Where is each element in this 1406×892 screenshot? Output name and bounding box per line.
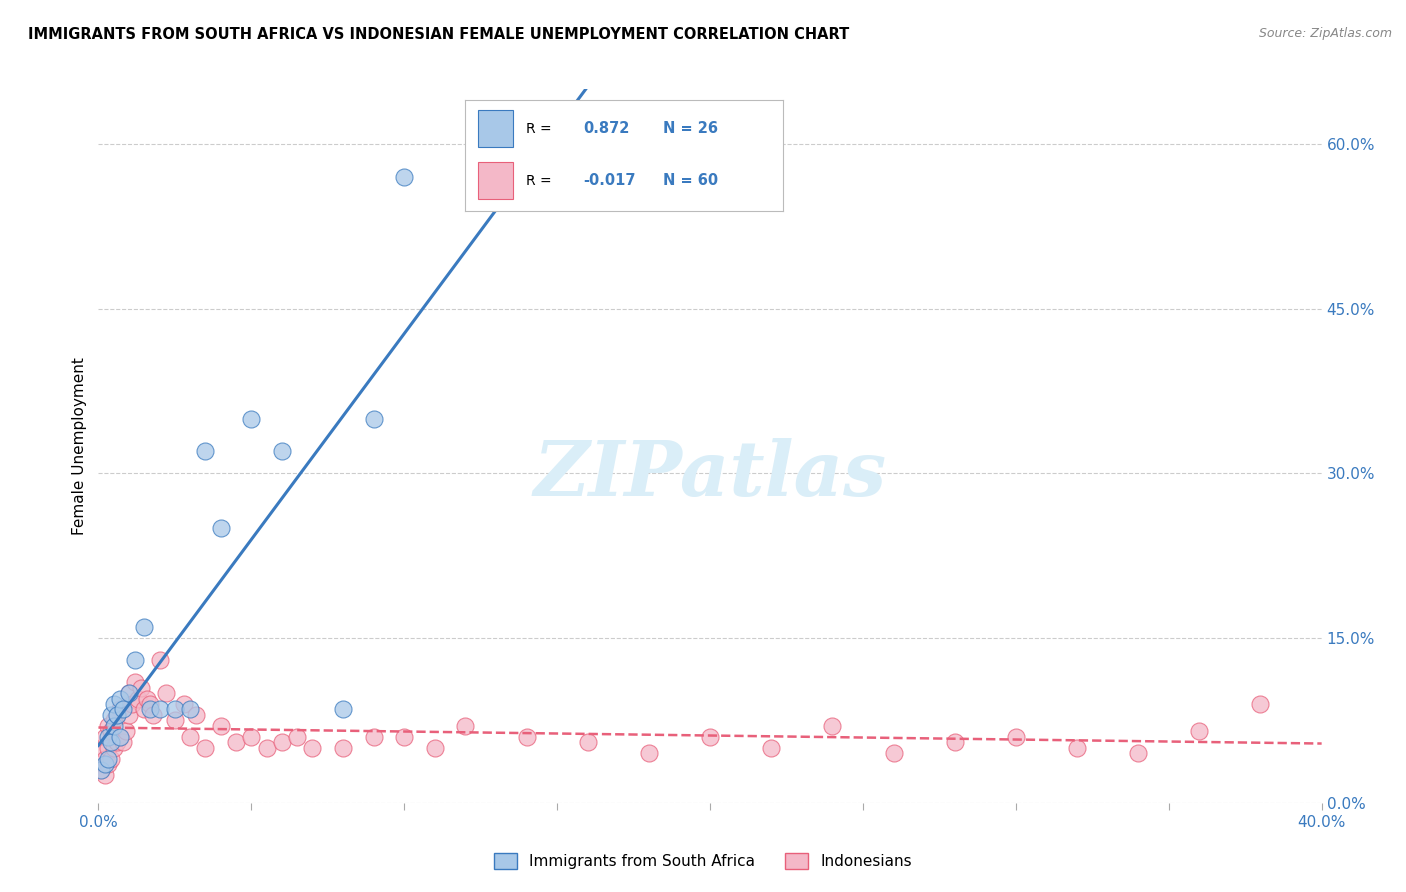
Point [115, 724, 138, 739]
Point [100, 708, 122, 723]
Point [240, 411, 263, 425]
Point [209, 719, 232, 733]
Text: N = 60: N = 60 [662, 173, 717, 188]
Point [173, 697, 195, 711]
Point [105, 708, 128, 723]
Point [332, 740, 354, 755]
Point [124, 675, 146, 690]
Point [103, 697, 125, 711]
Point [270, 444, 292, 458]
Point [118, 686, 141, 700]
Point [155, 686, 177, 700]
Point [127, 691, 149, 706]
Point [118, 708, 141, 723]
Point [759, 740, 782, 755]
Point [108, 730, 131, 744]
Point [100, 724, 122, 739]
Point [100, 752, 122, 766]
Point [93, 768, 115, 782]
Point [392, 730, 416, 744]
Text: Source: ZipAtlas.com: Source: ZipAtlas.com [1258, 27, 1392, 40]
Point [90, 763, 112, 777]
Point [97, 757, 120, 772]
Point [103, 740, 125, 755]
Point [285, 730, 308, 744]
Point [1066, 740, 1088, 755]
Point [637, 747, 661, 761]
Point [179, 730, 201, 744]
Point [332, 702, 354, 716]
Point [1249, 697, 1271, 711]
Point [209, 521, 232, 535]
Point [134, 620, 156, 634]
Point [821, 719, 844, 733]
Point [699, 730, 721, 744]
Point [103, 719, 125, 733]
Point [118, 686, 141, 700]
Point [270, 735, 292, 749]
Point [90, 740, 112, 755]
Point [136, 691, 159, 706]
Point [163, 702, 186, 716]
Point [124, 653, 146, 667]
Point [108, 702, 131, 716]
Point [108, 691, 131, 706]
Point [883, 747, 905, 761]
Text: IMMIGRANTS FROM SOUTH AFRICA VS INDONESIAN FEMALE UNEMPLOYMENT CORRELATION CHART: IMMIGRANTS FROM SOUTH AFRICA VS INDONESI… [28, 27, 849, 42]
Point [100, 735, 122, 749]
Point [139, 697, 162, 711]
Point [454, 719, 477, 733]
Text: R =: R = [526, 121, 551, 136]
Text: 0.872: 0.872 [583, 121, 630, 136]
Point [186, 708, 208, 723]
Point [194, 740, 217, 755]
Point [149, 653, 172, 667]
Text: -0.017: -0.017 [583, 173, 636, 188]
Point [301, 740, 323, 755]
Point [516, 730, 538, 744]
Point [121, 697, 143, 711]
Point [93, 752, 115, 766]
Point [392, 169, 416, 184]
Y-axis label: Female Unemployment: Female Unemployment [72, 357, 87, 535]
Point [134, 702, 156, 716]
Point [111, 735, 134, 749]
Point [97, 752, 120, 766]
Point [240, 730, 263, 744]
Point [139, 702, 162, 716]
Point [1004, 730, 1026, 744]
Point [93, 730, 115, 744]
Point [576, 735, 599, 749]
Point [97, 730, 120, 744]
Point [97, 719, 120, 733]
Bar [478, 161, 513, 200]
Point [179, 702, 201, 716]
Point [194, 444, 217, 458]
Point [97, 740, 120, 755]
Point [943, 735, 966, 749]
Text: R =: R = [526, 174, 551, 187]
Point [163, 714, 186, 728]
Text: ZIPatlas: ZIPatlas [533, 438, 887, 511]
Text: N = 26: N = 26 [662, 121, 717, 136]
Legend: Immigrants from South Africa, Indonesians: Immigrants from South Africa, Indonesian… [488, 847, 918, 875]
Point [363, 411, 385, 425]
Point [423, 740, 446, 755]
Point [105, 708, 128, 723]
Point [108, 730, 131, 744]
Point [142, 708, 165, 723]
Point [1128, 747, 1150, 761]
Point [90, 763, 112, 777]
Point [105, 735, 128, 749]
Point [93, 757, 115, 772]
Point [129, 681, 152, 695]
Point [363, 730, 385, 744]
Point [111, 702, 134, 716]
Point [256, 740, 278, 755]
Point [103, 714, 125, 728]
Point [149, 702, 172, 716]
Point [1188, 724, 1211, 739]
Bar [478, 110, 513, 147]
Point [225, 735, 247, 749]
